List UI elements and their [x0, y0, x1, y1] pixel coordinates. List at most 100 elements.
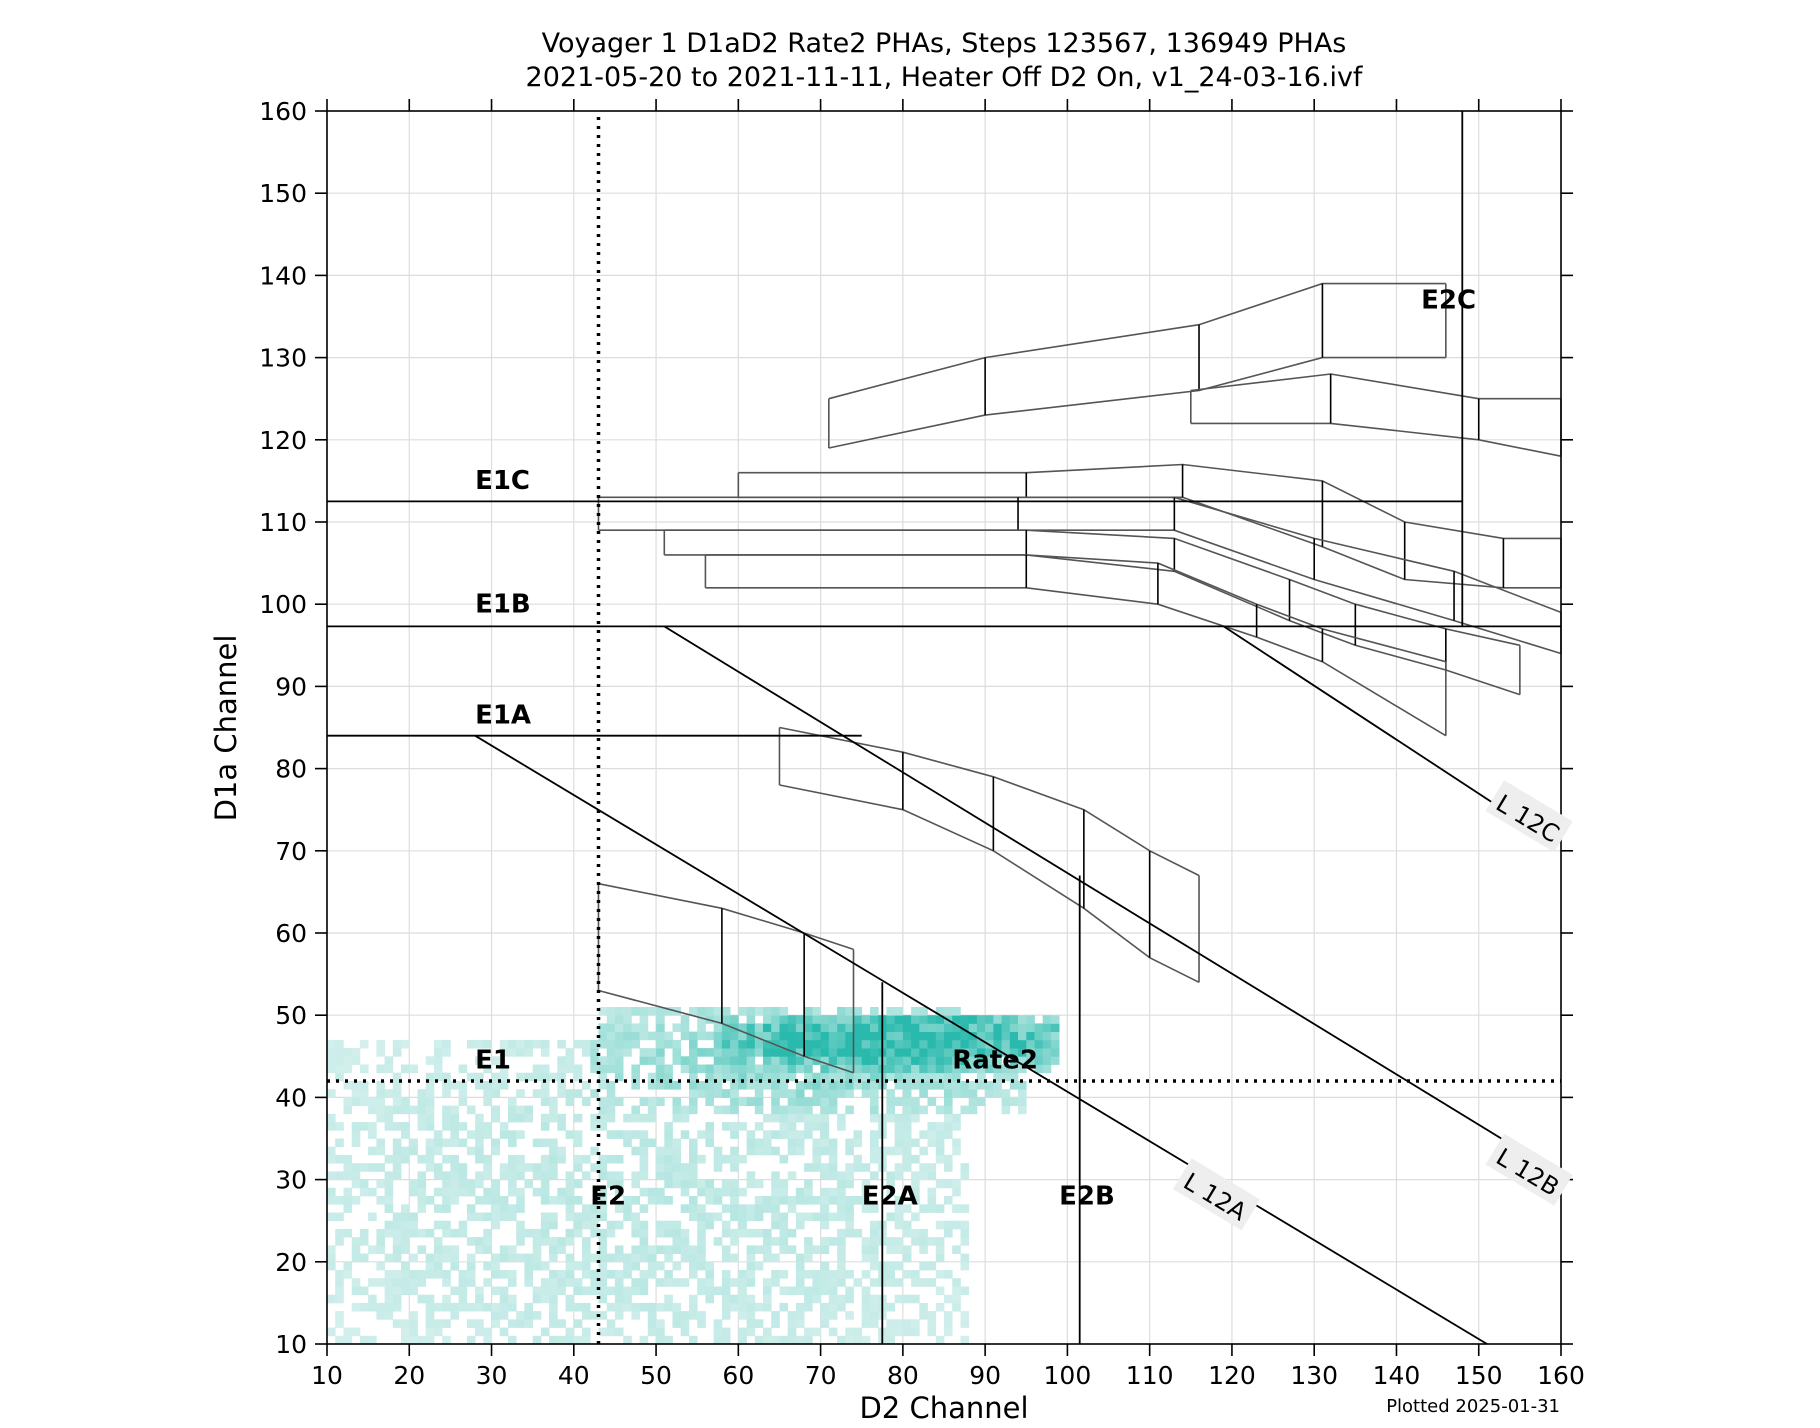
- density-cell: [639, 1286, 649, 1296]
- density-cell: [433, 1187, 443, 1197]
- density-cell: [902, 1097, 912, 1106]
- density-cell: [738, 1212, 747, 1222]
- density-cell: [368, 1146, 377, 1156]
- density-cell: [483, 1187, 492, 1197]
- density-cell: [582, 1253, 591, 1263]
- x-tick-label: 120: [1208, 1361, 1256, 1390]
- density-cell: [697, 1048, 706, 1057]
- density-cell: [944, 1081, 953, 1090]
- density-cell: [902, 1294, 912, 1304]
- density-cell: [902, 1163, 912, 1172]
- density-cell: [952, 1064, 961, 1074]
- density-cell: [483, 1278, 492, 1287]
- density-cell: [968, 1056, 978, 1065]
- density-cell: [812, 1122, 821, 1131]
- density-cell: [689, 1048, 698, 1057]
- density-cell: [639, 1237, 649, 1246]
- density-cell: [417, 1270, 427, 1279]
- density-cell: [730, 1072, 739, 1082]
- density-cell: [516, 1089, 525, 1098]
- density-cell: [754, 1204, 764, 1213]
- density-cell: [343, 1187, 353, 1197]
- density-cell: [1018, 1081, 1027, 1090]
- density-cell: [664, 1253, 673, 1263]
- density-cell: [672, 1179, 682, 1189]
- density-cell: [590, 1228, 599, 1238]
- density-cell: [401, 1237, 410, 1246]
- density-cell: [680, 1179, 690, 1189]
- density-cell: [475, 1302, 484, 1312]
- density-cell: [433, 1130, 443, 1139]
- density-cell: [771, 1179, 780, 1189]
- density-cell: [837, 1204, 846, 1213]
- density-cell: [557, 1319, 566, 1328]
- density-cell: [327, 1089, 336, 1098]
- density-cell: [606, 1089, 616, 1098]
- density-cell: [689, 1253, 698, 1263]
- density-cell: [623, 1294, 632, 1304]
- density-cell: [771, 1212, 780, 1222]
- density-cell: [508, 1319, 517, 1328]
- density-cell: [384, 1294, 394, 1304]
- density-cell: [886, 1048, 895, 1057]
- density-cell: [927, 1278, 937, 1287]
- density-cell: [820, 1187, 830, 1197]
- density-cell: [730, 1031, 739, 1041]
- density-cell: [911, 1081, 920, 1090]
- density-cell: [483, 1302, 492, 1312]
- density-cell: [968, 1039, 978, 1049]
- density-cell: [902, 1204, 912, 1213]
- density-cell: [450, 1245, 459, 1254]
- density-cell: [828, 1146, 838, 1156]
- density-cell: [573, 1154, 583, 1164]
- density-cell: [853, 1163, 863, 1172]
- density-cell: [565, 1237, 575, 1246]
- density-cell: [853, 1039, 863, 1049]
- track-box-bottom: [1190, 422, 1562, 457]
- density-cell: [656, 1261, 665, 1271]
- density-cell: [902, 1130, 912, 1139]
- density-cell: [993, 1031, 1002, 1041]
- density-cell: [738, 1023, 747, 1032]
- density-cell: [598, 1311, 608, 1320]
- density-cell: [639, 1048, 649, 1057]
- density-cell: [721, 1048, 731, 1057]
- x-tick-label: 70: [805, 1361, 837, 1390]
- density-cell: [902, 1064, 912, 1074]
- density-cell: [475, 1212, 484, 1222]
- density-cell: [623, 1007, 632, 1016]
- region-label-e1c: E1C: [475, 466, 530, 496]
- density-cell: [532, 1237, 542, 1246]
- density-cell: [664, 1031, 673, 1041]
- density-cell: [861, 1089, 871, 1098]
- density-cell: [771, 1196, 780, 1205]
- density-cell: [376, 1064, 385, 1074]
- density-cell: [886, 1245, 895, 1254]
- density-cell: [384, 1253, 394, 1263]
- track-box-1: [778, 726, 1200, 984]
- density-cell: [680, 1113, 690, 1123]
- density-cell: [746, 1179, 756, 1189]
- density-cell: [1034, 1056, 1044, 1065]
- density-cell: [705, 1130, 714, 1139]
- density-cell: [746, 1146, 756, 1156]
- density-cell: [689, 1146, 698, 1156]
- density-cell: [960, 1204, 970, 1213]
- density-cell: [952, 1220, 961, 1230]
- density-cell: [376, 1179, 385, 1189]
- density-cell: [804, 1245, 813, 1254]
- density-cell: [902, 1138, 912, 1148]
- density-cell: [343, 1154, 353, 1164]
- density-cell: [656, 1015, 665, 1024]
- density-cell: [664, 1064, 673, 1074]
- density-cell: [746, 1311, 756, 1320]
- density-cell: [1042, 1064, 1052, 1074]
- density-cell: [820, 1048, 830, 1057]
- density-cell: [475, 1196, 484, 1205]
- density-cell: [376, 1311, 385, 1320]
- density-cell: [911, 1212, 920, 1222]
- density-cell: [886, 1237, 895, 1246]
- density-cell: [573, 1278, 583, 1287]
- density-cell: [417, 1294, 427, 1304]
